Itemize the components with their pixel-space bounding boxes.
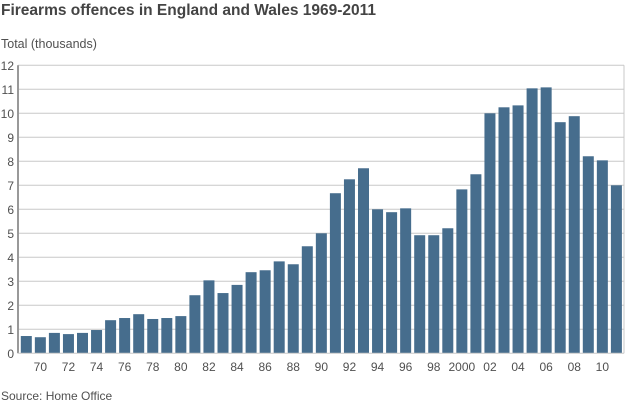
x-tick-label: 84 xyxy=(230,360,244,374)
x-tick-labels: 70 72 74 76 78 80 82 84 86 88 90 92 94 96 98 2000 02 04 06… xyxy=(34,360,610,374)
x-tick-label: 2000 xyxy=(448,360,475,374)
bar-2004 xyxy=(512,105,524,354)
y-tick-label: 0 xyxy=(7,347,14,361)
bar-1997 xyxy=(414,235,426,354)
x-tick-label: 90 xyxy=(315,360,329,374)
bar-1978 xyxy=(147,318,159,354)
x-tick-label: 76 xyxy=(118,360,132,374)
y-tick-label: 12 xyxy=(1,59,15,73)
bar-2005 xyxy=(526,88,538,354)
bar-1974 xyxy=(91,330,103,354)
y-tick-label: 8 xyxy=(7,155,14,169)
bar-1972 xyxy=(62,334,74,354)
bar-1982 xyxy=(203,280,215,354)
y-tick-label: 11 xyxy=(2,83,15,97)
x-tick-label: 88 xyxy=(287,360,301,374)
x-tick-label: 96 xyxy=(399,360,413,374)
bar-2001 xyxy=(470,174,482,354)
x-tick-label: 74 xyxy=(90,360,104,374)
bar-1980 xyxy=(175,316,187,354)
x-tick-label: 78 xyxy=(146,360,160,374)
bar-2008 xyxy=(568,116,580,354)
bar-1969 xyxy=(20,336,32,354)
bar-1981 xyxy=(189,295,201,354)
bar-2009 xyxy=(582,156,594,354)
bar-2011 xyxy=(610,185,622,354)
x-tick-label: 70 xyxy=(34,360,48,374)
y-tick-label: 3 xyxy=(7,275,14,289)
y-tick-label: 4 xyxy=(7,251,14,265)
bar-1975 xyxy=(105,320,117,354)
bar-1970 xyxy=(34,337,46,354)
bar-1998 xyxy=(428,235,440,354)
bar-2002 xyxy=(484,113,496,354)
y-tick-label: 7 xyxy=(7,179,14,193)
bar-1990 xyxy=(315,233,327,354)
bar-1986 xyxy=(259,270,271,354)
x-tick-label: 82 xyxy=(202,360,216,374)
x-tick-label: 92 xyxy=(343,360,357,374)
source-note: Source: Home Office xyxy=(1,389,113,403)
bar-1985 xyxy=(245,272,257,354)
bar-2000 xyxy=(456,189,468,354)
bar-1979 xyxy=(161,318,173,354)
x-tick-label: 94 xyxy=(371,360,385,374)
bar-2007 xyxy=(554,122,566,354)
y-axis-label: Total (thousands) xyxy=(1,37,97,51)
bar-1993 xyxy=(358,168,369,354)
x-tick-label: 98 xyxy=(427,360,441,374)
bar-1987 xyxy=(273,261,285,354)
y-tick-label: 10 xyxy=(1,107,15,121)
bar-1977 xyxy=(133,314,145,354)
bar-1994 xyxy=(372,209,384,354)
bar-1971 xyxy=(48,332,60,354)
bar-1992 xyxy=(343,179,355,354)
bar-1988 xyxy=(287,264,299,354)
x-tick-label: 10 xyxy=(596,360,610,374)
y-tick-label: 1 xyxy=(7,323,14,337)
bar-2003 xyxy=(498,107,510,354)
bar-1989 xyxy=(301,246,313,354)
x-tick-label: 06 xyxy=(539,360,553,374)
x-tick-label: 08 xyxy=(568,360,582,374)
bar-1999 xyxy=(442,228,454,354)
bar-1996 xyxy=(400,208,412,354)
y-tick-label: 5 xyxy=(7,227,14,241)
axes xyxy=(17,65,625,354)
x-tick-label: 04 xyxy=(511,360,525,374)
x-tick-label: 80 xyxy=(174,360,188,374)
y-tick-label: 6 xyxy=(7,203,14,217)
bars xyxy=(20,87,622,354)
bar-1976 xyxy=(119,318,131,354)
chart-title: Firearms offences in England and Wales 1… xyxy=(1,2,377,19)
bar-1991 xyxy=(329,193,341,354)
bar-1995 xyxy=(386,212,398,354)
bar-1983 xyxy=(217,293,229,354)
x-tick-label: 86 xyxy=(258,360,272,374)
y-tick-label: 2 xyxy=(7,299,14,313)
bar-1973 xyxy=(77,332,88,354)
x-tick-label: 02 xyxy=(483,360,497,374)
bar-2006 xyxy=(540,87,552,354)
bar-2010 xyxy=(596,160,608,354)
y-tick-label: 9 xyxy=(7,131,14,145)
bar-1984 xyxy=(231,284,243,354)
x-tick-label: 72 xyxy=(62,360,76,374)
